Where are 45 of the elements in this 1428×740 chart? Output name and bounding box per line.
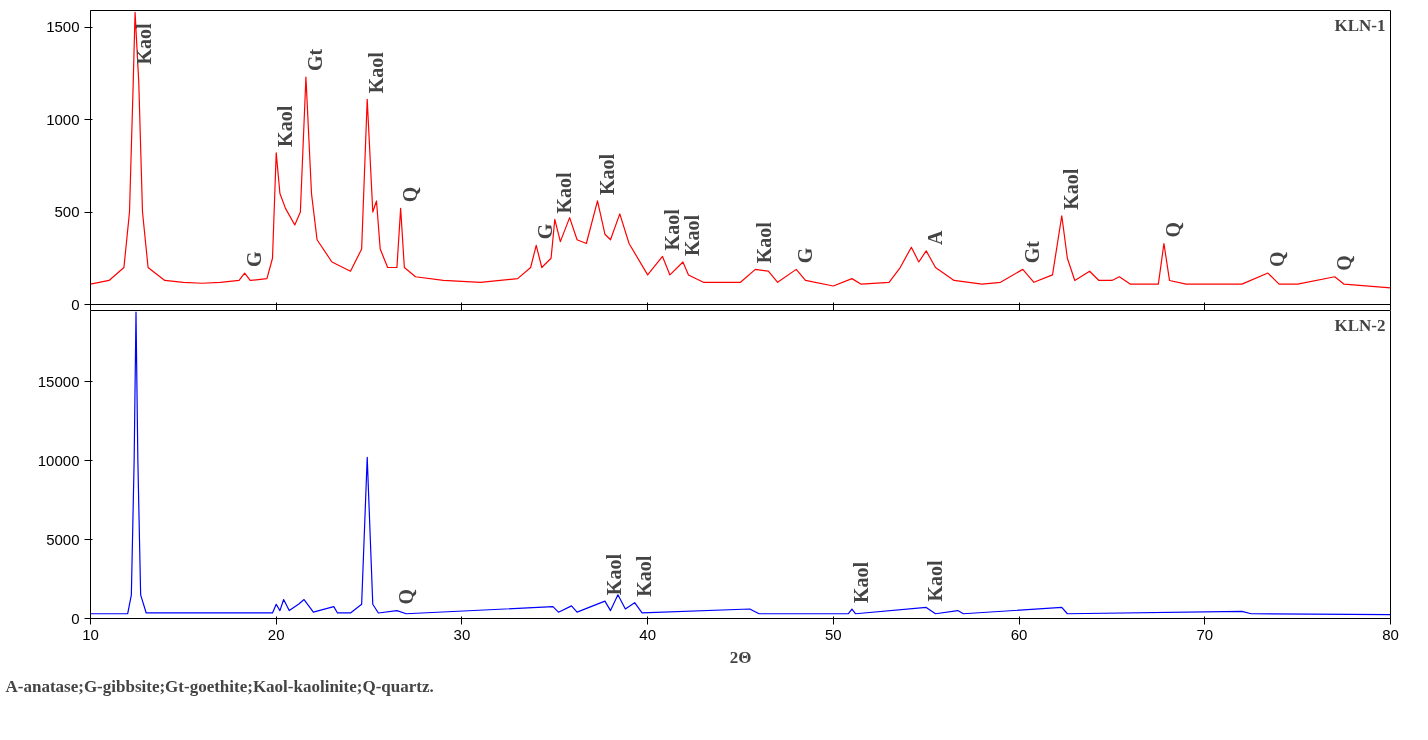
annotation: G — [242, 251, 265, 268]
annotation: Q — [1332, 255, 1355, 271]
annotation: Kaol — [552, 171, 575, 214]
annotation: Kaol — [602, 553, 625, 596]
annotation: Kaol — [660, 208, 683, 251]
text: A-anatase;G-gibbsite;Gt-goethite;Kaol-kaolinite;Q-quartz. — [5, 676, 434, 696]
annotation: Kaol — [595, 153, 618, 195]
annotation: G — [794, 247, 817, 264]
annotation: Q — [394, 589, 417, 605]
annotation: Kaol — [849, 561, 872, 604]
y-tick-label: 0 — [71, 295, 80, 313]
annotation: Q — [1265, 251, 1288, 268]
y-tick-label: 500 — [54, 203, 80, 221]
chart-title: KLN-2 — [1334, 315, 1386, 335]
annotation: Gt — [303, 48, 326, 72]
x-tick-label: 80 — [1382, 625, 1399, 643]
y-tick-label: 1000 — [46, 110, 80, 128]
chart-title: KLN-1 — [1334, 15, 1386, 35]
y-tick-label: 15000 — [37, 372, 80, 390]
y-tick-label: 10000 — [37, 451, 80, 469]
annotation: Kaol — [274, 105, 297, 147]
x-tick-label: 40 — [639, 625, 656, 643]
x-tick-label: 10 — [82, 625, 99, 643]
y-tick-label: 5000 — [46, 530, 80, 548]
x-tick-label: 20 — [267, 625, 285, 643]
annotation: Kaol — [133, 22, 156, 65]
line-series — [90, 11, 1391, 289]
x-tick-label: 30 — [453, 625, 471, 643]
y-tick-label: 1500 — [46, 18, 80, 36]
annotation: Q — [1161, 221, 1184, 238]
annotation: Kaol — [632, 555, 655, 597]
annotation: Q — [398, 186, 421, 203]
x-tick-label: 50 — [825, 625, 842, 643]
annotation: Kaol — [365, 51, 388, 94]
annotation: Gt — [1020, 240, 1043, 264]
annotation: Kaol — [924, 559, 947, 602]
x-tick-label: 60 — [1010, 625, 1028, 643]
annotation: Kaol — [753, 221, 776, 264]
x-tick-label: 70 — [1196, 625, 1214, 643]
annotation: Kaol — [680, 214, 703, 256]
y-tick-label: 0 — [71, 609, 80, 627]
annotation: Kaol — [1059, 168, 1082, 210]
annotation: A — [924, 229, 947, 245]
x-axis-title: 2Θ — [729, 647, 752, 667]
annotation: G — [534, 223, 557, 240]
